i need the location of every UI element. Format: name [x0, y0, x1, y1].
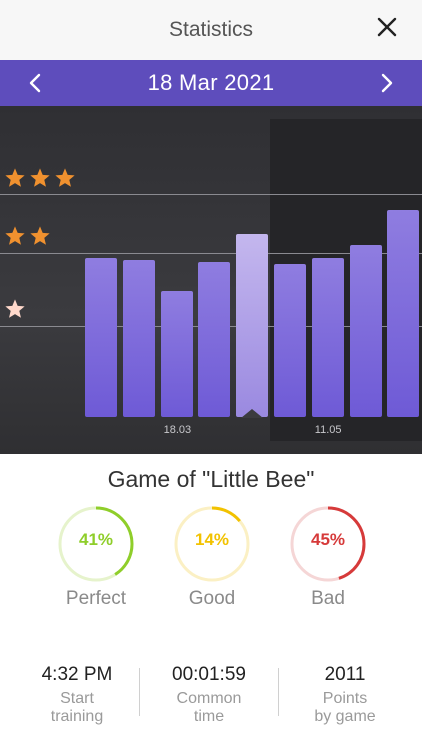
chart-bar[interactable]	[349, 245, 382, 417]
star-icon	[4, 167, 26, 194]
result-percent: 14%	[194, 530, 230, 549]
stat-value: 2011	[324, 664, 366, 685]
current-date: 18 Mar 2021	[147, 70, 275, 95]
stat-label: Start training	[50, 690, 104, 725]
selected-bar-pointer	[241, 409, 264, 418]
result-label: Perfect	[65, 588, 127, 609]
chart-bar[interactable]	[85, 258, 117, 417]
chart-bar[interactable]	[274, 264, 306, 417]
star-level-1	[4, 298, 26, 325]
stat-value: 00:01:59	[172, 664, 246, 685]
star-icon	[29, 225, 51, 252]
chart-bar[interactable]	[236, 234, 269, 417]
date-bar: 18 Mar 2021	[0, 60, 422, 106]
game-title: Game of "Little Bee"	[107, 466, 315, 492]
stat-divider	[139, 668, 140, 716]
stat-label: Common time	[176, 690, 242, 725]
result-label: Good	[188, 588, 236, 609]
page-title: Statistics	[168, 18, 254, 41]
progress-ring	[174, 506, 250, 582]
result-bad: 45% Bad	[288, 504, 368, 609]
result-good: 14% Good	[172, 504, 252, 609]
chart-bar[interactable]	[311, 258, 344, 417]
star-icon	[29, 167, 51, 194]
chevron-left-icon[interactable]	[24, 71, 48, 95]
summary-stat: 00:01:59 Common time	[139, 664, 279, 726]
result-percent: 45%	[310, 530, 346, 549]
result-perfect: 41% Perfect	[56, 504, 136, 609]
result-label: Bad	[311, 588, 345, 609]
chart-bar[interactable]	[198, 262, 231, 417]
x-tick-label: 18.03	[163, 424, 192, 436]
stats-chart[interactable]: 18.03 11.05	[0, 106, 422, 454]
grid-line-2-star	[0, 253, 422, 254]
chevron-right-icon[interactable]	[374, 71, 398, 95]
summary-stats: 4:32 PM Start training 00:01:59 Common time 20…	[0, 664, 422, 734]
progress-ring	[290, 506, 366, 582]
header-bar: Statistics	[0, 0, 422, 60]
grid-line-3-star	[0, 194, 422, 195]
chart-bar[interactable]	[387, 210, 420, 417]
summary-stat: 2011 Points by game	[275, 664, 415, 726]
chart-bar[interactable]	[160, 291, 193, 417]
stat-divider	[278, 668, 279, 716]
star-level-2	[4, 225, 51, 252]
x-tick-label: 11.05	[314, 424, 342, 436]
summary-stat: 4:32 PM Start training	[7, 664, 147, 726]
star-level-3	[4, 167, 76, 194]
star-icon	[4, 298, 26, 325]
star-icon	[4, 225, 26, 252]
result-percent: 41%	[78, 530, 114, 549]
chart-bar[interactable]	[122, 260, 155, 417]
stat-value: 4:32 PM	[41, 664, 113, 685]
close-icon[interactable]	[376, 16, 398, 38]
progress-ring	[58, 506, 134, 582]
star-icon	[54, 167, 76, 194]
stat-label: Points by game	[314, 690, 376, 725]
